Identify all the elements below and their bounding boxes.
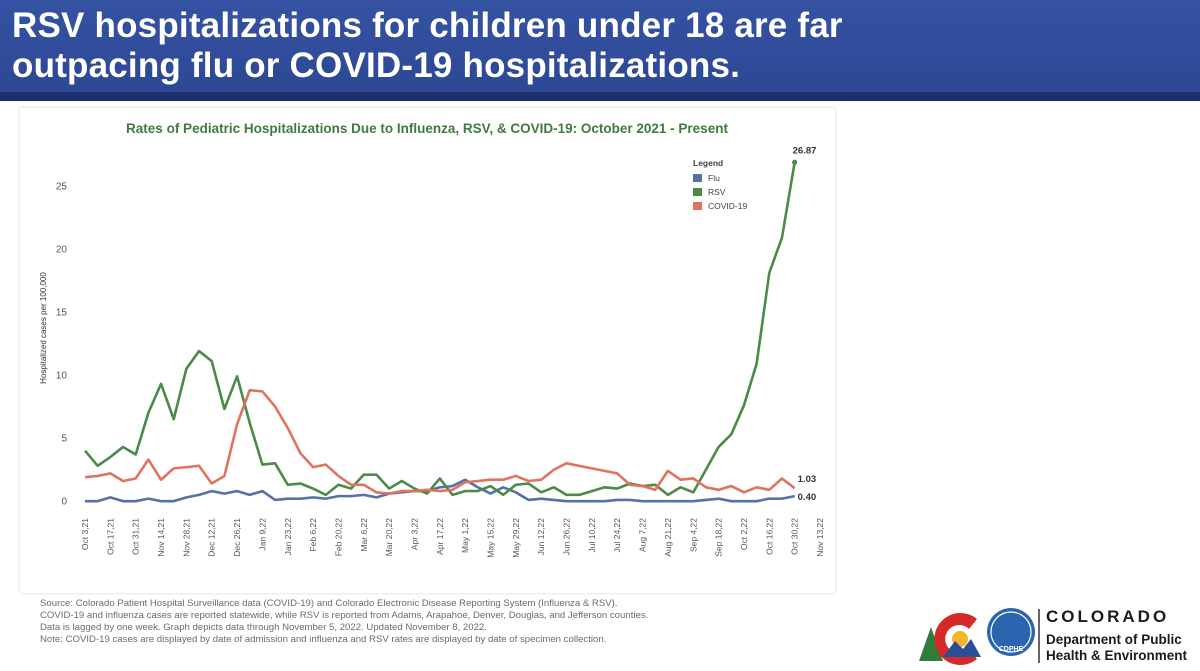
y-tick-label: 5 — [61, 434, 67, 445]
logo-badge — [987, 608, 1035, 656]
x-tick-label: Sep 4,22 — [688, 518, 698, 552]
x-tick-label: Jul 24,22 — [612, 518, 622, 553]
data-label: 0.40 — [798, 492, 817, 503]
y-tick-label: 15 — [56, 307, 68, 318]
end-marker — [792, 159, 798, 165]
logo-tree — [919, 627, 943, 661]
x-tick-label: Aug 21,22 — [663, 518, 673, 557]
x-tick-label: Dec 12,21 — [207, 518, 217, 557]
x-tick-label: May 29,22 — [511, 518, 521, 558]
series-line — [84, 388, 796, 495]
logo-mountain — [943, 639, 981, 657]
note-line: COVID-19 and influenza cases are reporte… — [40, 610, 649, 621]
x-tick-label: Jul 10,22 — [587, 518, 597, 553]
x-tick-label: Oct 17,21 — [105, 518, 115, 555]
data-label: 1.03 — [798, 474, 817, 485]
chart: Rates of Pediatric Hospitalizations Due … — [39, 121, 825, 558]
x-tick-label: Oct 2,22 — [739, 518, 749, 550]
x-tick-label: Nov 13,22 — [815, 518, 825, 557]
slide-title: outpacing flu or COVID-19 hospitalizatio… — [12, 46, 741, 85]
x-tick-label: May 1,22 — [460, 518, 470, 553]
chart-title: Rates of Pediatric Hospitalizations Due … — [126, 121, 728, 136]
data-label: 26.87 — [793, 145, 817, 156]
note-line: Source: Colorado Patient Hospital Survei… — [40, 598, 618, 609]
series-line — [84, 162, 796, 497]
logo-mark: CDPHE — [919, 608, 1040, 665]
header: RSV hospitalizations for children under … — [0, 0, 1200, 92]
logo-name: COLORADO — [1046, 607, 1170, 626]
header-stripe — [0, 92, 1200, 101]
source-notes: Source: Colorado Patient Hospital Survei… — [40, 598, 648, 646]
y-axis-label: Hospitalized cases per 100,000 — [39, 272, 48, 384]
x-tick-label: Jan 9,22 — [257, 518, 267, 551]
series-line — [85, 478, 795, 503]
y-tick-label: 20 — [56, 244, 68, 255]
x-tick-label: Feb 6,22 — [308, 518, 318, 552]
x-tick-label: Jun 12,22 — [536, 518, 546, 556]
x-tick-label: Sep 18,22 — [714, 518, 724, 557]
x-tick-label: Jan 23,22 — [283, 518, 293, 556]
x-tick-label: Apr 3,22 — [409, 518, 419, 550]
x-tick-label: May 15,22 — [486, 518, 496, 558]
legend-swatch — [693, 202, 702, 210]
note-line: Data is lagged by one week. Graph depict… — [40, 622, 487, 633]
y-tick-label: 0 — [61, 497, 67, 508]
y-tick-label: 25 — [56, 181, 68, 192]
x-tick-label: Dec 26,21 — [232, 518, 242, 557]
x-tick-label: Mar 20,22 — [384, 518, 394, 557]
logo-line: Department of Public — [1046, 632, 1182, 647]
x-tick-label: Nov 14,21 — [156, 518, 166, 557]
x-tick-label: Oct 16,22 — [764, 518, 774, 555]
legend-label: RSV — [708, 187, 726, 197]
x-tick-label: Oct 31,21 — [131, 518, 141, 555]
legend-swatch — [693, 174, 702, 182]
x-tick-label: Oct 30,22 — [790, 518, 800, 555]
chart-panel: Rates of Pediatric Hospitalizations Due … — [20, 108, 835, 593]
y-tick-label: 10 — [56, 371, 68, 382]
x-tick-label: Nov 28,21 — [181, 518, 191, 557]
logo-line: Health & Environment — [1046, 648, 1188, 663]
x-tick-label: Aug 7,22 — [638, 518, 648, 552]
logo-badge-ring — [990, 611, 1032, 653]
x-tick-label: Mar 6,22 — [359, 518, 369, 552]
x-tick-label: Jun 26,22 — [562, 518, 572, 556]
x-tick-label: Feb 20,22 — [333, 518, 343, 557]
legend-title: Legend — [693, 158, 723, 168]
logo: CDPHE COLORADO Department of Public Heal… — [915, 605, 1195, 667]
x-tick-label: Apr 17,22 — [435, 518, 445, 555]
legend-label: COVID-19 — [708, 201, 747, 211]
x-tick-label: Oct 3,21 — [80, 518, 90, 550]
legend-label: Flu — [708, 173, 720, 183]
slide-title: RSV hospitalizations for children under … — [12, 6, 843, 45]
legend-swatch — [693, 188, 702, 196]
logo-badge-text: CDPHE — [999, 646, 1024, 653]
note-line: Note: COVID-19 cases are displayed by da… — [40, 634, 607, 645]
